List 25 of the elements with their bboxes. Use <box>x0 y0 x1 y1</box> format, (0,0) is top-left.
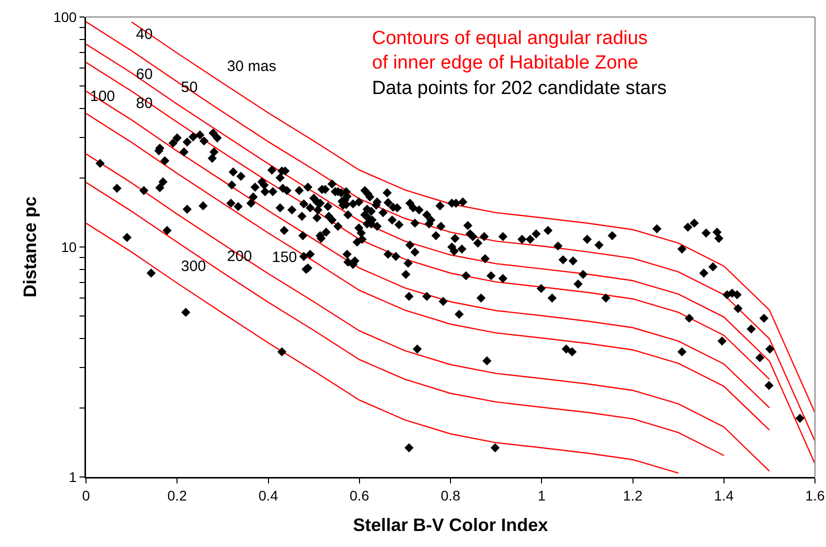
y-tick-label: 100 <box>53 8 77 25</box>
x-tick-label: 1.4 <box>714 487 734 504</box>
x-tick-label: 0.6 <box>350 487 370 504</box>
x-tick-label: 1.2 <box>623 487 643 504</box>
annotation: 60 <box>136 66 153 83</box>
x-tick-label: 1 <box>538 487 546 504</box>
line-series <box>86 222 679 474</box>
annotation: 30 mas <box>227 58 276 75</box>
y-tick-label: 10 <box>61 238 77 255</box>
annotation: 40 <box>136 26 153 43</box>
line-series <box>86 182 724 456</box>
y-tick-label: 1 <box>68 468 77 485</box>
annotation: 80 <box>136 95 153 112</box>
annotation: 150 <box>272 249 298 266</box>
x-axis-title: Stellar B-V Color Index <box>352 515 548 536</box>
text: Data points for 202 candidate stars <box>372 78 667 99</box>
x-tick-label: 1.6 <box>805 487 825 504</box>
x-tick-label: 0 <box>82 487 90 504</box>
text: Contours of equal angular radius of inner edge of Habitable Zone <box>372 28 648 74</box>
x-tick-label: 0.2 <box>167 487 188 504</box>
x-tick-label: 0.4 <box>258 487 278 504</box>
y-axis-title: Distance pc <box>20 196 40 298</box>
x-tick-label: 0.8 <box>440 487 460 504</box>
line-series <box>86 153 770 472</box>
annotation: 300 <box>181 258 206 275</box>
